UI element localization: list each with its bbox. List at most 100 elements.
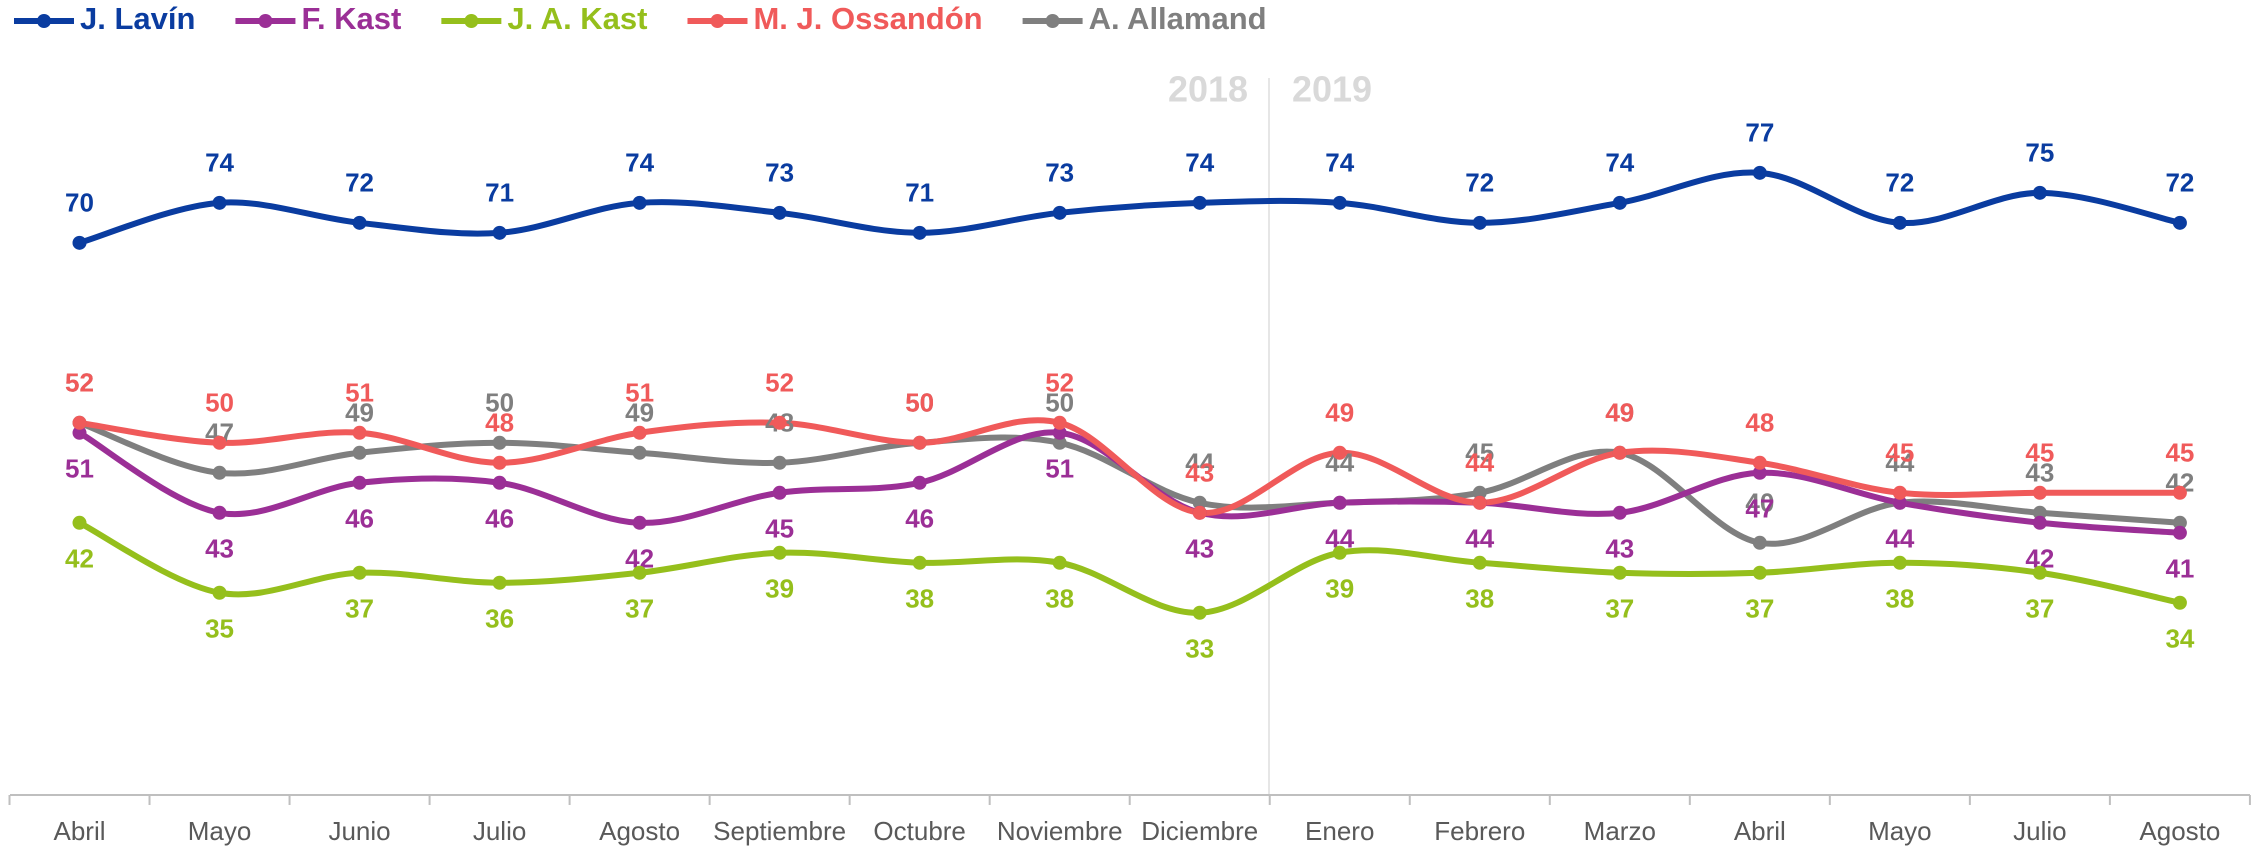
x-tick-label: Abril — [53, 816, 105, 846]
data-point — [2032, 185, 2047, 200]
data-point — [212, 465, 227, 480]
data-point — [492, 225, 507, 240]
data-label: 74 — [1605, 148, 1634, 178]
data-point — [1192, 605, 1207, 620]
legend-marker — [710, 14, 725, 28]
data-point — [1052, 415, 1067, 430]
data-point — [72, 515, 87, 530]
data-point — [772, 205, 787, 220]
data-label: 46 — [905, 504, 934, 534]
x-tick-label: Junio — [328, 816, 390, 846]
data-point — [772, 415, 787, 430]
data-label: 72 — [345, 168, 374, 198]
data-point — [492, 455, 507, 470]
data-point — [1052, 555, 1067, 570]
data-label: 49 — [1325, 398, 1354, 428]
x-tick-label: Enero — [1305, 816, 1374, 846]
x-tick-label: Julio — [2013, 816, 2066, 846]
legend-label: J. Lavín — [80, 1, 195, 36]
data-label: 73 — [765, 158, 794, 188]
data-point — [1332, 545, 1347, 560]
data-label: 43 — [1185, 534, 1214, 564]
data-point — [72, 425, 87, 440]
data-label: 41 — [2165, 554, 2194, 584]
data-label: 52 — [65, 368, 94, 398]
data-point — [1892, 555, 1907, 570]
data-point — [352, 425, 367, 440]
data-point — [1612, 565, 1627, 580]
data-label: 49 — [1605, 398, 1634, 428]
data-point — [2032, 485, 2047, 500]
data-label: 50 — [205, 388, 234, 418]
data-label: 37 — [1605, 594, 1634, 624]
data-label: 39 — [765, 574, 794, 604]
data-point — [1472, 485, 1487, 500]
legend-marker — [1045, 14, 1060, 28]
data-point — [912, 435, 927, 450]
legend-label: F. Kast — [301, 1, 401, 36]
data-label: 46 — [485, 504, 514, 534]
data-label: 35 — [205, 614, 234, 644]
data-label: 37 — [625, 594, 654, 624]
data-point — [1192, 505, 1207, 520]
data-point — [212, 195, 227, 210]
x-tick-label: Agosto — [599, 816, 680, 846]
data-point — [2032, 505, 2047, 520]
data-point — [1052, 205, 1067, 220]
data-label: 43 — [1605, 534, 1634, 564]
x-tick-label: Agosto — [2139, 816, 2220, 846]
data-label: 52 — [765, 368, 794, 398]
data-label: 38 — [1045, 584, 1074, 614]
data-label: 49 — [345, 398, 374, 428]
x-tick-label: Mayo — [1868, 816, 1932, 846]
data-point — [772, 485, 787, 500]
data-point — [1752, 565, 1767, 580]
data-point — [1752, 455, 1767, 470]
data-label: 34 — [2165, 624, 2194, 654]
year-label: 2018 — [1168, 69, 1248, 110]
data-label: 37 — [1745, 594, 1774, 624]
data-point — [1332, 495, 1347, 510]
data-point — [1612, 505, 1627, 520]
data-label: 37 — [345, 594, 374, 624]
data-label: 38 — [1465, 584, 1494, 614]
data-point — [2172, 525, 2187, 540]
data-label: 44 — [1465, 448, 1494, 478]
data-point — [632, 515, 647, 530]
legend-label: J. A. Kast — [507, 1, 647, 36]
legend-label: A. Allamand — [1089, 1, 1267, 36]
x-tick-label: Noviembre — [997, 816, 1123, 846]
data-point — [772, 545, 787, 560]
data-label: 51 — [65, 454, 94, 484]
data-label: 47 — [1745, 494, 1774, 524]
series-line — [78, 169, 2181, 246]
data-point — [1332, 445, 1347, 460]
data-label: 48 — [1745, 408, 1774, 438]
data-label: 43 — [205, 534, 234, 564]
data-point — [212, 585, 227, 600]
data-point — [1752, 165, 1767, 180]
legend-marker — [258, 14, 273, 28]
x-tick-label: Octubre — [873, 816, 966, 846]
data-point — [72, 235, 87, 250]
data-label: 36 — [485, 604, 514, 634]
data-label: 51 — [345, 378, 374, 408]
data-point — [1892, 215, 1907, 230]
x-tick-label: Febrero — [1434, 816, 1525, 846]
data-label: 45 — [1885, 438, 1914, 468]
x-tick-label: Marzo — [1584, 816, 1656, 846]
data-point — [2032, 515, 2047, 530]
data-label: 46 — [345, 504, 374, 534]
data-label: 50 — [1045, 388, 1074, 418]
data-label: 48 — [485, 408, 514, 438]
data-point — [2172, 215, 2187, 230]
data-label: 49 — [625, 398, 654, 428]
data-point — [72, 415, 87, 430]
data-label: 74 — [1185, 148, 1214, 178]
data-label: 45 — [765, 514, 794, 544]
data-label: 39 — [1325, 574, 1354, 604]
data-label: 33 — [1185, 634, 1214, 664]
data-point — [1892, 495, 1907, 510]
data-label: 75 — [2025, 138, 2054, 168]
